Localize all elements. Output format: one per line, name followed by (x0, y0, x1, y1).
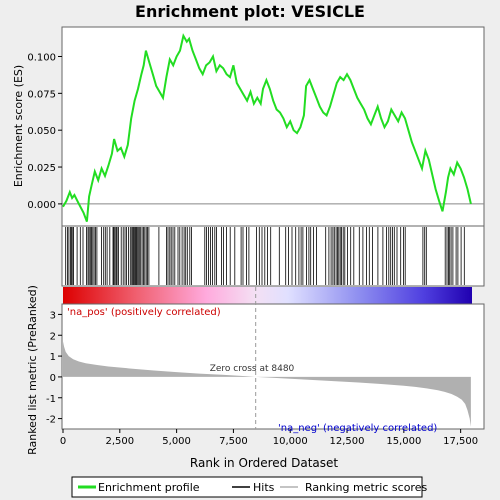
legend-es-label: Enrichment profile (98, 481, 200, 494)
x-tick-label: 2,500 (105, 436, 134, 447)
metric-panel-frame (61, 303, 485, 430)
hit-lines (65, 227, 465, 285)
chart-title: Enrichment plot: VESICLE (135, 2, 365, 21)
es-y-tick-label: 0.075 (27, 89, 56, 100)
metric-y-axis-label: Ranked list metric (PreRanked) (26, 285, 39, 455)
es-y-tick-label: 0.000 (27, 200, 56, 211)
metric-y-tick-label: 2 (50, 331, 56, 342)
x-tick-label: 5,000 (162, 436, 191, 447)
es-y-tick-label: 0.025 (27, 163, 56, 174)
x-tick-label: 7,500 (219, 436, 248, 447)
metric-y-tick-label: 1 (50, 352, 56, 363)
es-y-tick-label: 0.100 (27, 52, 56, 63)
metric-y-ticks: -2 -1 0 1 2 3 (46, 310, 62, 426)
x-tick-label: 15,000 (386, 436, 421, 447)
x-tick-label: 10,000 (273, 436, 308, 447)
rank-color-gradient (63, 287, 472, 304)
x-tick-label: 17,500 (443, 436, 478, 447)
zero-cross-label: Zero cross at 8480 (210, 364, 295, 374)
es-panel: 0.000 0.025 0.050 0.075 0.100 Enrichment sco… (12, 26, 485, 227)
es-panel-frame (61, 26, 485, 227)
hits-panel-frame (61, 225, 485, 287)
legend: Enrichment profile Hits Ranking metric s… (71, 476, 427, 498)
es-y-tick-label: 0.050 (27, 126, 56, 137)
hits-panel (61, 225, 485, 287)
negative-correlated-label: 'na_neg' (negatively correlated) (278, 423, 437, 434)
metric-y-tick-label: 3 (50, 310, 56, 321)
metric-panel: -2 -1 0 1 2 3 0 2,500 5,000 7,500 10,000 12,500 15,… (26, 285, 485, 470)
metric-y-tick-label: -1 (46, 394, 56, 405)
x-axis-label: Rank in Ordered Dataset (190, 456, 338, 470)
metric-y-tick-label: -2 (46, 415, 56, 426)
positive-correlated-label: 'na_pos' (positively correlated) (67, 307, 221, 318)
x-tick-label: 0 (60, 436, 66, 447)
es-y-ticks: 0.000 0.025 0.050 0.075 0.100 (27, 52, 62, 211)
legend-metric-label: Ranking metric scores (305, 481, 427, 494)
x-tick-label: 12,500 (330, 436, 365, 447)
legend-hits-label: Hits (253, 481, 275, 494)
metric-y-tick-label: 0 (50, 373, 56, 384)
rank-color-band (63, 287, 472, 304)
es-y-axis-label: Enrichment score (ES) (12, 65, 25, 187)
x-axis-ticks: 0 2,500 5,000 7,500 10,000 12,500 15,000 17,500 (60, 429, 478, 447)
enrichment-profile-line (62, 33, 472, 222)
ranking-metric-area (63, 341, 471, 427)
